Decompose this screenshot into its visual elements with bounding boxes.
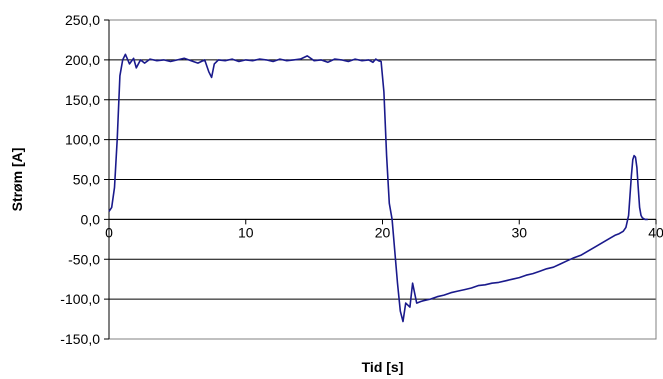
axes xyxy=(104,19,657,340)
series-layer xyxy=(108,53,648,323)
y-tick-label: 50,0 xyxy=(73,172,100,188)
y-tick-label: 250,0 xyxy=(65,12,100,28)
x-tick-label: 20 xyxy=(375,224,391,240)
y-tick-label: -50,0 xyxy=(68,251,100,267)
y-axis-title: Strøm [A] xyxy=(9,148,25,212)
y-tick-label: -100,0 xyxy=(60,291,100,307)
x-axis-title: Tid [s] xyxy=(362,359,404,375)
x-tick-label: 30 xyxy=(511,224,527,240)
series-line-0 xyxy=(108,53,648,323)
x-tick-label: 10 xyxy=(238,224,254,240)
x-tick-label: 40 xyxy=(648,224,663,240)
x-tick-label: 0 xyxy=(105,224,113,240)
x-tick-labels: 0 10 20 30 40 xyxy=(105,224,663,240)
y-tick-label: 150,0 xyxy=(65,92,100,108)
y-tick-label: 0,0 xyxy=(81,211,101,227)
gridlines xyxy=(109,19,656,340)
y-tick-labels: -150,0 -100,0 -50,0 0,0 50,0 100,0 150,0 200,0 2… xyxy=(60,12,100,347)
y-tick-label: 100,0 xyxy=(65,132,100,148)
y-tick-label: 200,0 xyxy=(65,52,100,68)
y-tick-label: -150,0 xyxy=(60,331,100,347)
